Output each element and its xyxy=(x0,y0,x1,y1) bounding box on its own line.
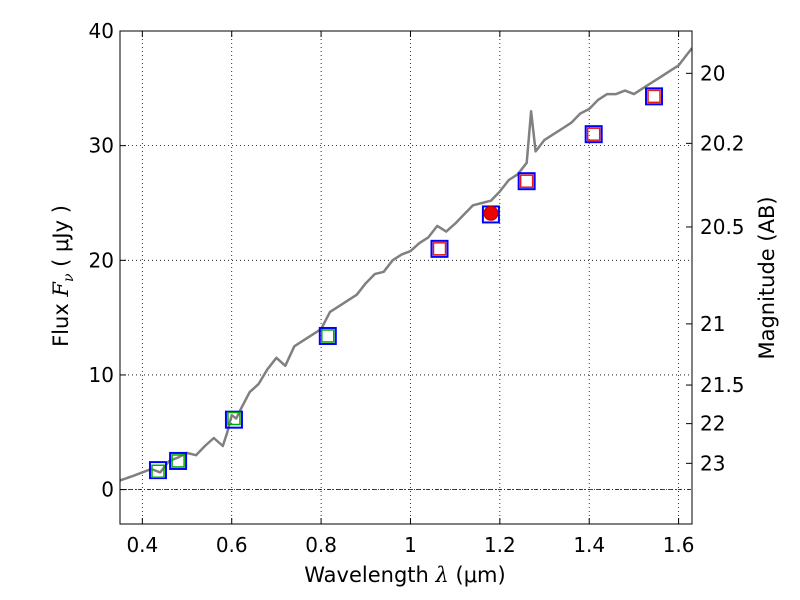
x-tick-label: 0.6 xyxy=(216,533,248,557)
x-tick-label: 0.4 xyxy=(126,533,158,557)
x-tick-label: 1 xyxy=(404,533,417,557)
highlight-point xyxy=(483,205,499,221)
photometry-point xyxy=(430,239,449,258)
x-tick-label: 1.6 xyxy=(663,533,695,557)
y-tick-label: 20 xyxy=(89,248,114,272)
photometry-point xyxy=(224,410,243,429)
plot-frame xyxy=(119,30,693,525)
y-tick-label: 30 xyxy=(89,134,114,158)
photometry-point xyxy=(645,87,664,106)
y-tick-label: 40 xyxy=(89,19,114,43)
spectrum-group xyxy=(120,47,692,482)
model-point-green xyxy=(227,411,241,426)
photometry-point xyxy=(169,451,188,470)
tick-labels: 0.4 0.6 0.8 1 1.2 1.4 1.6 0 10 20 30 40 20 20.2 20.5 21… xyxy=(89,19,745,557)
y2-tick-label: 22 xyxy=(700,412,725,436)
photometry-point xyxy=(517,172,536,191)
photometry-layer xyxy=(148,87,664,480)
y2-tick-label: 21.5 xyxy=(700,373,745,397)
x-tick-label: 1.2 xyxy=(484,533,516,557)
y-axis-label: Flux Fν ( μJy ) xyxy=(49,205,77,347)
photometry-point xyxy=(318,326,337,345)
x-tick-label: 1.4 xyxy=(573,533,605,557)
y-tick-label: 0 xyxy=(101,478,114,502)
model-point-green xyxy=(171,454,185,468)
spectrum-layer xyxy=(120,47,692,482)
model-point-green xyxy=(151,464,165,479)
model-point-red xyxy=(647,89,661,104)
photometry-point xyxy=(584,125,603,144)
axis-ticks xyxy=(120,30,692,524)
y2-tick-label: 20.5 xyxy=(700,215,745,239)
x-tick-label: 0.8 xyxy=(305,533,337,557)
x-axis-label: Wavelength λ (μm) xyxy=(304,563,505,587)
grid-lines xyxy=(120,30,692,524)
right-axis-label: Magnitude (AB) xyxy=(755,196,779,359)
model-point-red xyxy=(432,242,447,256)
y2-tick-label: 20.2 xyxy=(700,131,745,155)
model-point-red xyxy=(586,127,601,141)
y2-tick-label: 20 xyxy=(700,61,725,85)
model-point-red xyxy=(519,174,534,188)
y-tick-label: 10 xyxy=(89,363,114,387)
photometry-point xyxy=(148,461,167,480)
model-point-green xyxy=(321,329,335,343)
y2-tick-label: 23 xyxy=(700,451,725,475)
spectrum-line xyxy=(120,47,692,482)
y2-tick-label: 21 xyxy=(700,312,725,336)
